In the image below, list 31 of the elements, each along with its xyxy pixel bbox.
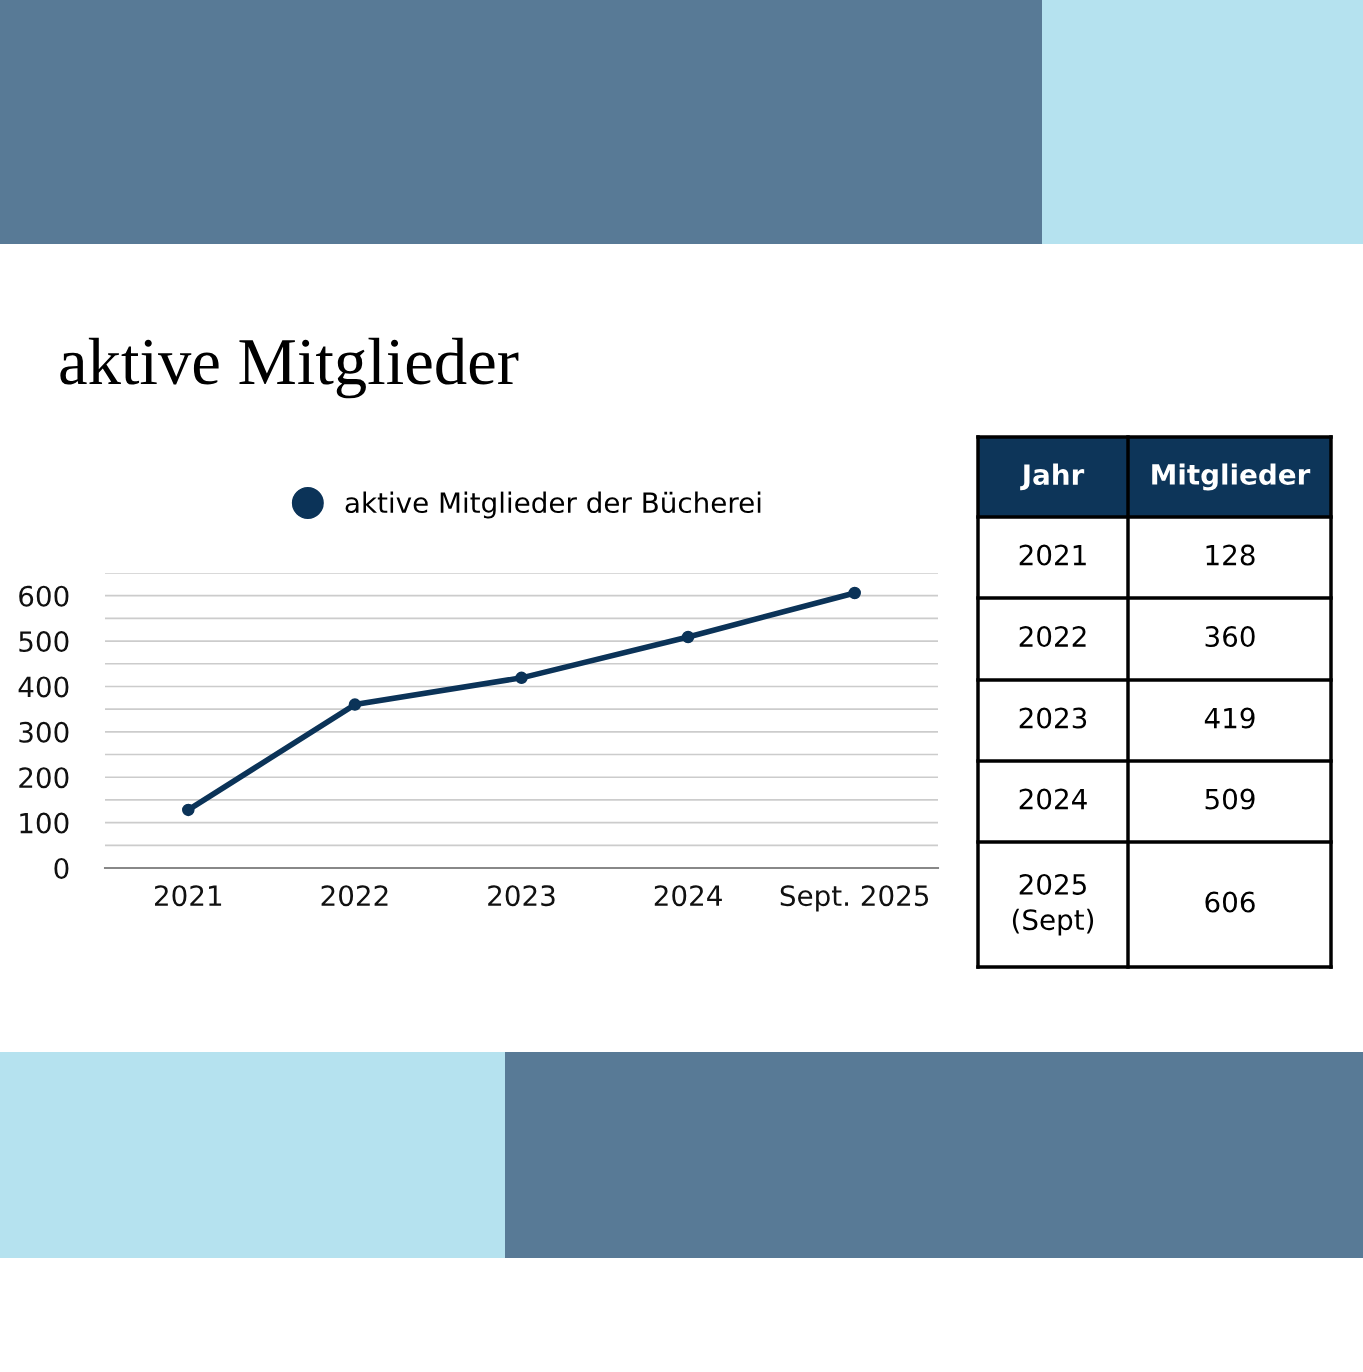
y-tick-label: 300 xyxy=(19,721,69,743)
text: 128 xyxy=(1206,544,1255,566)
text: 2025 (Sept) xyxy=(1012,873,1094,936)
point xyxy=(182,803,195,817)
y-tick-label: 100 xyxy=(20,812,69,834)
text: 419 xyxy=(1204,707,1255,729)
text: 606 xyxy=(1205,891,1255,913)
y-tick-label: 400 xyxy=(18,676,69,698)
x-tick-label: 2021 xyxy=(154,885,222,907)
y-tick-label: 200 xyxy=(19,767,69,789)
x-tick-label: 2022 xyxy=(321,885,388,907)
x-tick-label: 2023 xyxy=(488,885,555,907)
chart-title: aktive Mitglieder xyxy=(60,337,519,399)
text: 509 xyxy=(1205,788,1255,810)
x-tick-label: Sept. 2025 xyxy=(780,885,929,912)
text: Mitglieder xyxy=(1152,463,1311,491)
point xyxy=(348,698,362,711)
point xyxy=(515,671,528,685)
x-tick-label: 2024 xyxy=(654,885,722,907)
y-tick-label: 600 xyxy=(19,585,69,607)
text: 2023 xyxy=(1019,707,1087,729)
point xyxy=(681,630,695,644)
text: Jahr xyxy=(1020,463,1085,491)
legend-label: aktive Mitglieder der Bücherei xyxy=(345,491,761,519)
text: 360 xyxy=(1205,626,1255,648)
text: 2022 xyxy=(1019,626,1086,648)
point xyxy=(848,586,861,600)
y-tick-label: 500 xyxy=(19,631,69,653)
text: 2021 xyxy=(1019,544,1086,566)
text: 2024 xyxy=(1019,788,1087,810)
y-tick-label: 0 xyxy=(54,857,69,879)
